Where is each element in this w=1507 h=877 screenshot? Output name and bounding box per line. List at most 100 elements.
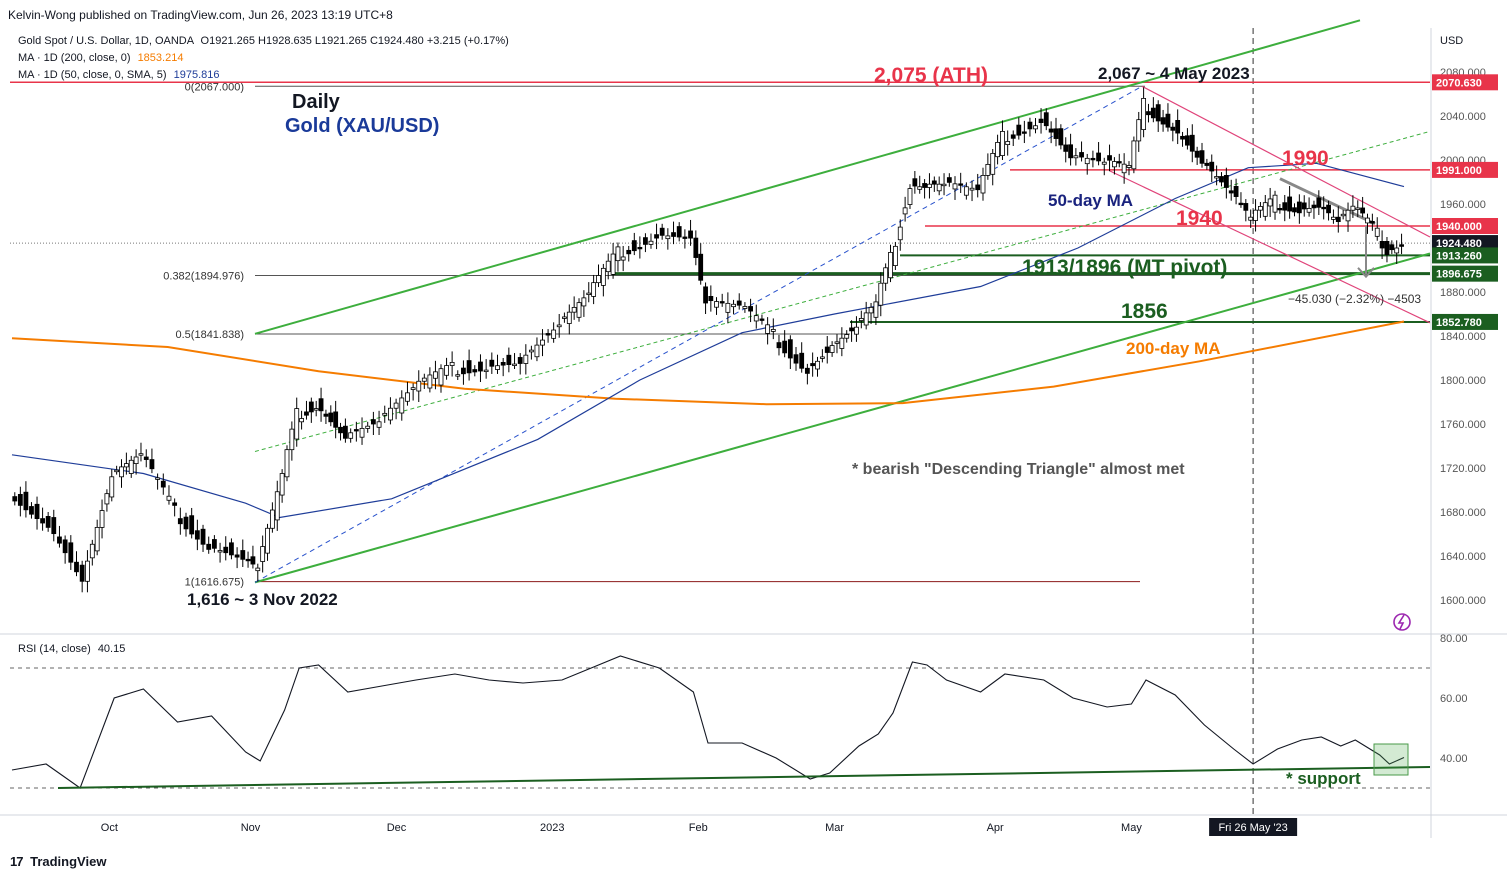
- rsi-legend[interactable]: RSI (14, close) 40.15: [18, 643, 125, 655]
- price-tag-label: 1852.780: [1436, 317, 1482, 329]
- price-tag-label: 1896.675: [1436, 269, 1482, 281]
- fib-level-label: 0.5(1841.838): [176, 329, 245, 341]
- candle-body: [1228, 190, 1234, 194]
- candle-body: [917, 186, 923, 190]
- candle-body: [206, 543, 212, 550]
- resistance-1990-label: 1990: [1282, 147, 1329, 170]
- candle-body: [500, 361, 506, 366]
- candle-body: [1175, 120, 1181, 134]
- candle-body: [799, 352, 805, 369]
- candle-body: [770, 328, 776, 332]
- candle-body: [1116, 161, 1122, 164]
- candle-body: [342, 425, 348, 439]
- price-tag-label: 1913.260: [1436, 250, 1482, 262]
- candle-body: [348, 432, 354, 439]
- candle-body: [318, 398, 324, 412]
- candle-body: [365, 425, 371, 429]
- candle-body: [240, 550, 246, 560]
- candle-body: [1331, 216, 1336, 220]
- symbol-legend[interactable]: Gold Spot / U.S. Dollar, 1D, OANDA O1921…: [18, 35, 509, 47]
- candle-body: [1262, 202, 1268, 217]
- candle-body: [591, 282, 597, 297]
- rsi-support-box: [1373, 743, 1409, 776]
- candle-body: [294, 408, 300, 440]
- candle-body: [581, 297, 587, 307]
- price-tick-label: 1720.000: [1440, 463, 1486, 475]
- rsi-support-label: * support: [1286, 769, 1361, 788]
- currency-label: USD: [1440, 35, 1463, 47]
- ma200-line: [11, 320, 1405, 406]
- candle-body: [787, 339, 793, 359]
- candle-body: [748, 306, 753, 312]
- candle-body: [596, 275, 601, 284]
- candle-body: [104, 493, 110, 505]
- chart-subtitle: Gold (XAU/USD): [285, 115, 439, 137]
- chart-title: Daily: [292, 91, 341, 113]
- tradingview-brand: TradingView: [30, 854, 107, 869]
- candle-body: [119, 466, 124, 478]
- candle-body: [123, 463, 129, 468]
- candle-body: [1021, 131, 1027, 134]
- price-tag-label: 1991.000: [1436, 165, 1482, 177]
- candle-body: [759, 318, 765, 321]
- candle-body: [94, 527, 100, 552]
- candle-body: [605, 260, 611, 273]
- candle-body: [1063, 144, 1069, 152]
- price-tick-label: 1840.000: [1440, 331, 1486, 343]
- publisher-line: Kelvin-Wong published on TradingView.com…: [8, 8, 393, 22]
- candle-body: [610, 253, 616, 275]
- candle-body: [376, 421, 382, 428]
- candle-body: [1136, 119, 1142, 142]
- candle-body: [461, 367, 466, 375]
- time-tick-label: Feb: [689, 822, 708, 834]
- price-tag-box: [1432, 161, 1498, 178]
- candle-body: [1292, 207, 1297, 213]
- candle-body: [1170, 126, 1176, 131]
- candle-body: [250, 556, 256, 565]
- candle-body: [29, 506, 34, 515]
- candle-body: [995, 141, 1000, 158]
- ma200-legend-value: 1853.214: [137, 52, 184, 64]
- candle-body: [1365, 217, 1370, 224]
- candle-body: [1053, 128, 1059, 139]
- candle-body: [854, 326, 859, 335]
- candle-body: [512, 363, 517, 366]
- candle-body: [466, 360, 472, 374]
- candle-body: [1101, 161, 1107, 165]
- candle-body: [260, 546, 266, 562]
- candle-body: [1301, 202, 1307, 210]
- candle-body: [1000, 130, 1005, 156]
- candle-body: [382, 412, 388, 416]
- tradingview-logo-icon: 17: [10, 854, 24, 869]
- candle-body: [1389, 244, 1395, 251]
- candle-body: [620, 256, 626, 261]
- lightning-bolt-icon: [1397, 614, 1405, 630]
- candle-body: [405, 392, 410, 402]
- candle-body: [1073, 155, 1079, 159]
- ath-annotation: 2,075 (ATH): [874, 64, 988, 87]
- candle-body: [160, 480, 166, 488]
- peak-annotation: 2,067 ~ 4 May 2023: [1098, 64, 1250, 83]
- candle-body: [1141, 98, 1147, 130]
- price-tick-label: 1760.000: [1440, 419, 1486, 431]
- candle-body: [1043, 112, 1049, 127]
- lightning-icon: [1393, 613, 1411, 631]
- tradingview-logo[interactable]: 17 TradingView: [10, 854, 106, 869]
- candle-body: [1345, 209, 1351, 222]
- ma200-legend[interactable]: MA · 1D (200, close, 0) 1853.214: [18, 52, 183, 64]
- candle-body: [586, 292, 592, 296]
- candle-body: [1160, 117, 1166, 125]
- candle-body: [1233, 185, 1239, 197]
- price-tag-box: [1432, 235, 1498, 252]
- candle-body: [1068, 144, 1074, 159]
- candle-body: [782, 340, 788, 354]
- candle-body: [682, 236, 688, 239]
- candle-body: [128, 459, 134, 474]
- candle-body: [444, 365, 449, 376]
- candle-body: [868, 306, 874, 314]
- ma50-legend[interactable]: MA · 1D (50, close, 0, SMA, 5) 1975.816: [18, 69, 220, 81]
- time-tick-label: Dec: [387, 822, 407, 834]
- price-tick-label: 1600.000: [1440, 595, 1486, 607]
- rsi-tick-label: 80.00: [1440, 633, 1468, 645]
